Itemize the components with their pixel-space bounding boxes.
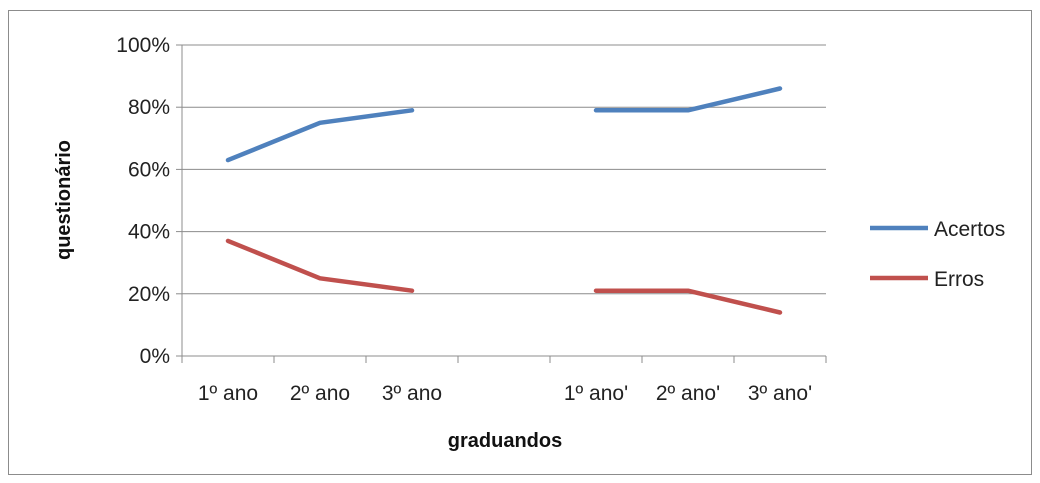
y-tick-label: 20%: [128, 283, 170, 306]
chart-frame: [8, 10, 1032, 475]
y-tick-label: 60%: [128, 158, 170, 181]
legend: Acertos Erros: [870, 218, 1005, 291]
x-tick-label: 2º ano: [290, 382, 350, 405]
y-tick-label: 80%: [128, 96, 170, 119]
y-tick-label: 40%: [128, 221, 170, 244]
x-tick-label: 1º ano: [198, 382, 258, 405]
x-tick-label: 3º ano': [748, 382, 812, 405]
axes: [176, 44, 827, 363]
x-axis-title: graduandos: [448, 430, 562, 452]
y-axis-title: questionário: [53, 140, 75, 260]
series-line-erros: [593, 288, 783, 315]
y-tick-labels: 0% 20% 40% 60% 80% 100%: [116, 34, 170, 368]
series-line-erros: [225, 238, 415, 293]
series-line-acertos: [593, 86, 783, 113]
gridlines: [182, 44, 826, 295]
x-tick-label: 2º ano': [656, 382, 720, 405]
legend-label-erros: Erros: [934, 268, 984, 291]
y-tick-label: 0%: [140, 345, 170, 368]
y-tick-label: 100%: [116, 34, 170, 57]
series-line-acertos: [225, 108, 415, 163]
legend-label-acertos: Acertos: [934, 218, 1005, 241]
series-lines: [225, 86, 783, 315]
x-tick-label: 3º ano: [382, 382, 442, 405]
x-tick-label: 1º ano': [564, 382, 628, 405]
x-tick-labels: 1º ano 2º ano 3º ano 1º ano' 2º ano' 3º ano': [198, 382, 812, 405]
